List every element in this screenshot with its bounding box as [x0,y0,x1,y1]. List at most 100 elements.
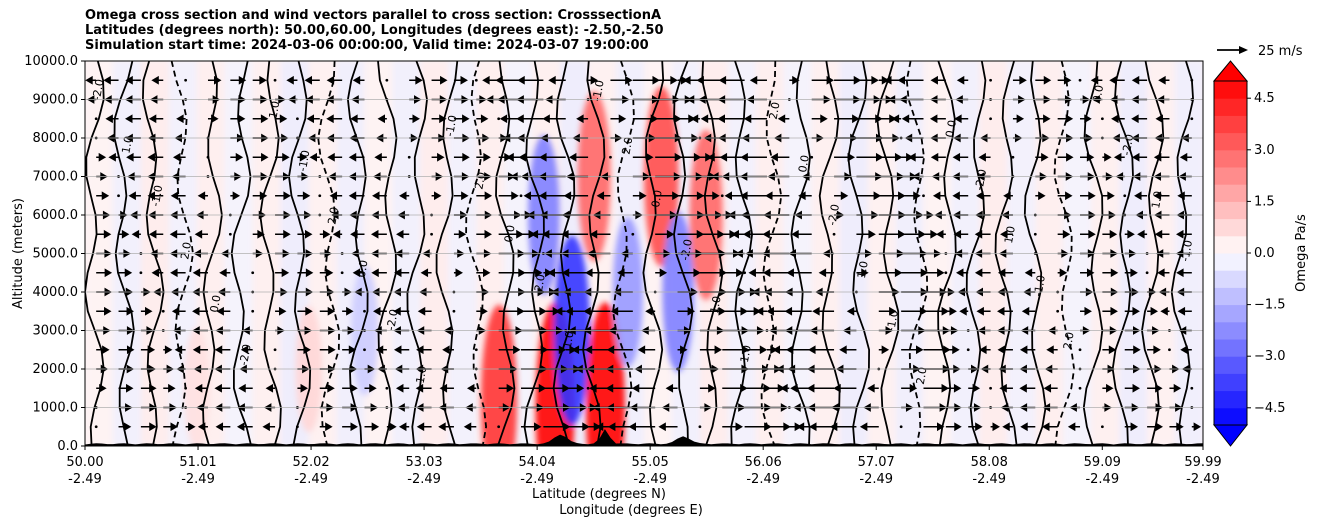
x-tick-label-lon: -2.49 [68,472,102,487]
wind-vector [811,156,813,158]
y-tick-label: 9000.0 [33,93,79,108]
wind-vector [274,349,276,351]
colorbar-segment [1214,81,1247,99]
colorbar-segment [1214,184,1247,202]
colorbar-segment [1214,356,1247,374]
wind-vector [453,310,455,312]
wind-vector [1034,233,1036,235]
colorbar-segment [1214,391,1247,409]
wind-vector [632,233,634,235]
x-tick-label-lat: 50.00 [66,455,103,470]
colorbar-segment [1214,408,1247,426]
colorbar-tick-label: 3.0 [1254,143,1275,158]
wind-vector [1191,118,1193,120]
y-tick-label: 8000.0 [33,131,79,146]
colorbar-label: Omega Pa/s [1294,214,1309,292]
wind-vector [1012,156,1014,158]
wind-vector [95,118,97,120]
omega-feature [481,305,517,495]
wind-vector [833,233,835,235]
x-tick-label-lat: 53.03 [405,455,442,470]
wind-vector [721,195,723,197]
wind-vector [990,79,992,81]
wind-vector [1124,195,1126,197]
vector-key: 25 m/s [1217,44,1303,59]
wind-vector [140,272,142,274]
wind-vector [1191,387,1193,389]
y-tick-label: 7000.0 [33,170,79,185]
colorbar-segment [1214,253,1247,271]
x-tick-label-lon: -2.49 [633,472,667,487]
x-tick-label-lon: -2.49 [746,472,780,487]
wind-vector [431,233,433,235]
y-tick-label: 5000.0 [33,247,79,262]
x-axis-label-lat: Latitude (degrees N) [532,487,666,502]
x-axis-label-lon: Longitude (degrees E) [559,503,703,518]
wind-vector [475,349,477,351]
wind-vector [1101,118,1103,120]
wind-vector [364,310,366,312]
wind-vector [229,233,231,235]
vector-key-label: 25 m/s [1258,44,1303,59]
y-axis-label: Altitude (meters) [11,198,26,309]
x-tick-label-lat: 51.01 [179,455,216,470]
wind-vector [364,349,366,351]
wind-vector [274,79,276,81]
colorbar: −4.5−3.0−1.50.01.53.04.5Omega Pa/s [1214,61,1309,446]
wind-vector [990,387,992,389]
colorbar-tick-label: 4.5 [1254,91,1275,106]
colorbar-segment [1214,115,1247,133]
colorbar-segment [1214,98,1247,116]
x-tick-label-lat: 58.08 [971,455,1008,470]
wind-vector [1169,349,1171,351]
wind-vector [297,118,299,120]
colorbar-tick-label: 0.0 [1254,246,1275,261]
x-tick-label-lat: 59.99 [1184,455,1221,470]
colorbar-tick-label: −4.5 [1254,401,1286,416]
omega-cross-section-chart: -2.01.0-1.02.00.0-2.01.0-1.02.00.0-2.01.… [0,0,1320,526]
colorbar-segment [1214,201,1247,219]
y-tick-label: 1000.0 [33,401,79,416]
x-tick-label-lon: -2.49 [1085,472,1119,487]
x-tick-label-lon: -2.49 [181,472,215,487]
colorbar-segment [1214,287,1247,305]
wind-vector [408,156,410,158]
wind-vector [95,426,97,428]
wind-vector [610,156,612,158]
wind-vector [475,79,477,81]
x-tick-label-lat: 55.05 [632,455,669,470]
wind-vector [498,118,500,120]
wind-vector [945,272,947,274]
y-tick-label: 6000.0 [33,208,79,223]
wind-vector [118,195,120,197]
x-tick-label-lat: 56.06 [745,455,782,470]
wind-vector [386,79,388,81]
wind-vector [185,387,187,389]
x-tick-label-lat: 59.09 [1084,455,1121,470]
wind-vector [990,118,992,120]
colorbar-segment [1214,167,1247,185]
colorbar-segment [1214,373,1247,391]
colorbar-tick-label: 1.5 [1254,194,1275,209]
wind-vector [1079,349,1081,351]
wind-vector [341,272,343,274]
wind-vector [1057,310,1059,312]
colorbar-segment [1214,322,1247,340]
x-tick-label-lat: 52.02 [292,455,329,470]
y-tick-label: 4000.0 [33,285,79,300]
wind-vector [207,156,209,158]
wind-vector [162,310,164,312]
colorbar-tick-label: −3.0 [1254,349,1286,364]
x-tick-label-lat: 54.04 [519,455,556,470]
plot-area: -2.01.0-1.02.00.0-2.01.0-1.02.00.0-2.01.… [85,61,1203,513]
colorbar-segment [1214,150,1247,168]
wind-vector [386,387,388,389]
colorbar-segment [1214,305,1247,323]
x-tick-label-lon: -2.49 [294,472,328,487]
x-tick-label-lon: -2.49 [520,472,554,487]
x-tick-label-lon: -2.49 [972,472,1006,487]
wind-vector [923,195,925,197]
x-tick-label-lon: -2.49 [1186,472,1220,487]
x-tick-label-lat: 57.07 [858,455,895,470]
wind-vector [498,426,500,428]
